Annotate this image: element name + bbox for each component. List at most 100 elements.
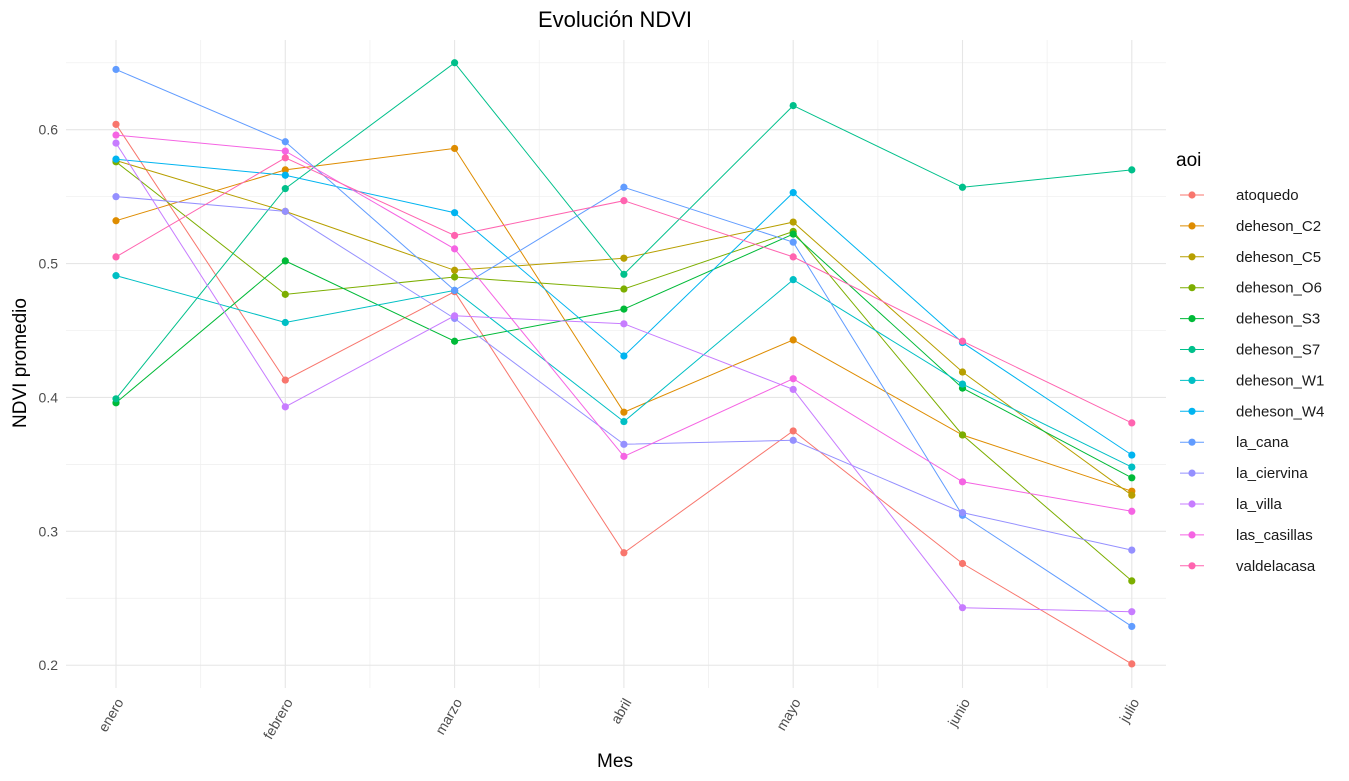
y-tick-label: 0.3 xyxy=(39,523,59,539)
data-point xyxy=(789,427,797,435)
legend-label: deheson_W4 xyxy=(1236,403,1324,420)
series-la_villa xyxy=(112,139,1136,616)
legend-key-point xyxy=(1188,191,1196,199)
x-tick-label: abril xyxy=(607,696,634,727)
data-point xyxy=(958,368,967,376)
data-point xyxy=(112,193,120,201)
legend-item-deheson_C2: deheson_C2 xyxy=(1180,218,1321,235)
data-point xyxy=(620,320,628,328)
data-point xyxy=(620,408,628,416)
data-point xyxy=(281,290,289,298)
x-tick-label: julio xyxy=(1116,695,1143,726)
legend-label: deheson_O6 xyxy=(1236,280,1322,297)
data-point xyxy=(1128,507,1136,515)
legend-item-deheson_C5: deheson_C5 xyxy=(1180,249,1321,266)
data-point xyxy=(1128,419,1136,427)
data-point xyxy=(620,352,628,360)
legend-key-point xyxy=(1188,531,1196,539)
legend-key-point xyxy=(1188,315,1196,323)
legend-label: atoquedo xyxy=(1236,187,1299,204)
x-axis-ticks: enero febrero marzo abril mayo junio julio xyxy=(95,695,1143,742)
data-point xyxy=(451,337,459,345)
data-point xyxy=(1128,491,1136,499)
legend-item-la_cana: la_cana xyxy=(1180,434,1289,451)
series-valdelacasa xyxy=(112,154,1136,427)
series-layer xyxy=(112,59,1136,668)
data-point xyxy=(958,183,967,191)
data-point xyxy=(789,436,797,444)
data-point xyxy=(789,276,797,284)
legend-key-point xyxy=(1188,376,1196,384)
data-point xyxy=(451,144,459,153)
legend-item-deheson_S7: deheson_S7 xyxy=(1180,342,1320,359)
data-point xyxy=(112,131,120,139)
y-tick-label: 0.4 xyxy=(39,389,59,405)
legend-item-deheson_S3: deheson_S3 xyxy=(1180,311,1320,328)
data-point xyxy=(789,102,797,110)
data-point xyxy=(789,189,797,197)
series-las_casillas xyxy=(112,131,1136,515)
data-point xyxy=(112,155,120,163)
y-tick-label: 0.5 xyxy=(39,256,59,272)
data-point xyxy=(958,604,967,612)
data-point xyxy=(281,147,289,155)
y-axis-ticks: 0.2 0.3 0.4 0.5 0.6 xyxy=(39,122,59,674)
data-point xyxy=(1128,622,1136,631)
data-point xyxy=(281,185,289,193)
data-point xyxy=(451,245,459,253)
data-point xyxy=(1128,660,1136,668)
data-point xyxy=(281,207,289,215)
data-point xyxy=(451,231,459,240)
legend-label: deheson_S7 xyxy=(1236,342,1320,359)
legend-label: la_cana xyxy=(1236,434,1289,451)
legend-label: la_ciervina xyxy=(1236,465,1308,482)
legend-title: aoi xyxy=(1176,150,1201,171)
legend-key-point xyxy=(1188,222,1196,230)
y-tick-label: 0.2 xyxy=(39,657,59,673)
data-point xyxy=(112,395,120,403)
legend: aoi atoquedo deheson_C2 deheson_C5 deheson_… xyxy=(1176,150,1324,575)
data-point xyxy=(1128,463,1136,471)
legend-item-las_casillas: las_casillas xyxy=(1180,527,1313,544)
data-point xyxy=(281,138,289,146)
data-point xyxy=(620,183,628,191)
legend-label: deheson_C5 xyxy=(1236,249,1321,266)
legend-item-la_villa: la_villa xyxy=(1180,496,1283,513)
data-point xyxy=(281,376,289,384)
data-point xyxy=(958,509,967,517)
chart-title: Evolución NDVI xyxy=(538,7,692,32)
data-point xyxy=(789,375,797,383)
legend-label: las_casillas xyxy=(1236,527,1313,544)
data-point xyxy=(1128,577,1136,585)
data-point xyxy=(789,230,797,238)
data-point xyxy=(112,272,120,280)
data-point xyxy=(958,337,967,345)
data-point xyxy=(1128,451,1136,459)
legend-key-point xyxy=(1188,253,1196,261)
series-atoquedo xyxy=(112,120,1136,668)
data-point xyxy=(281,318,289,327)
x-tick-label: junio xyxy=(944,695,973,730)
legend-key-point xyxy=(1188,500,1196,508)
y-axis-title: NDVI promedio xyxy=(10,298,31,428)
legend-key-point xyxy=(1188,562,1196,570)
series-deheson_S7 xyxy=(112,59,1136,403)
data-point xyxy=(620,549,628,557)
data-point xyxy=(789,238,797,246)
legend-label: la_villa xyxy=(1236,496,1283,513)
data-point xyxy=(112,217,120,225)
legend-item-atoquedo: atoquedo xyxy=(1180,187,1299,204)
y-tick-label: 0.6 xyxy=(39,122,59,138)
legend-label: deheson_S3 xyxy=(1236,311,1320,328)
legend-key-point xyxy=(1188,438,1196,446)
data-point xyxy=(1128,166,1136,174)
data-point xyxy=(789,218,797,226)
legend-item-deheson_W1: deheson_W1 xyxy=(1180,372,1324,389)
data-point xyxy=(789,253,797,261)
legend-key-point xyxy=(1188,345,1196,354)
data-point xyxy=(451,273,459,281)
data-point xyxy=(620,270,628,278)
data-point xyxy=(451,312,459,320)
data-point xyxy=(620,285,628,293)
